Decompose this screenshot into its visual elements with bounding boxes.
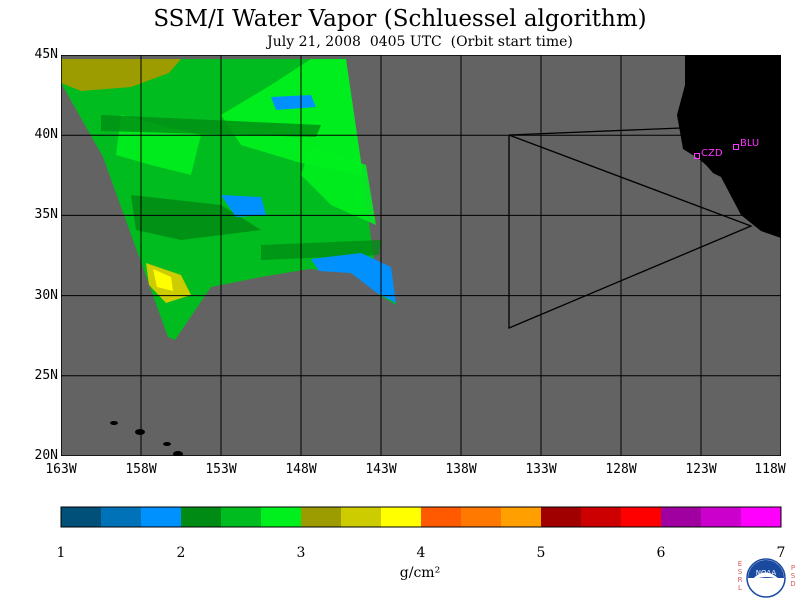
colorbar-cell [701,507,742,527]
colorbar-cell [621,507,662,527]
colorbar-cell [261,507,302,527]
map-title: SSM/I Water Vapor (Schluessel algorithm) [153,6,647,32]
logo-noaa-text: NOAA [756,569,777,577]
colorbar-cell [141,507,182,527]
colorbar-tick-label: 3 [296,545,306,561]
lon-tick-label: 148W [285,462,317,477]
station-marker-czd [694,153,700,159]
lon-tick-label: 123W [685,462,717,477]
colorbar-cell [341,507,382,527]
colorbar-tick-label: 7 [776,545,786,561]
colorbar [60,506,782,528]
station-label-blu: BLU [740,138,760,149]
colorbar-frame [60,506,782,528]
colorbar-cell [541,507,582,527]
land-hawaii [110,421,183,456]
station-label-czd: CZD [701,148,723,159]
colorbar-cell [61,507,102,527]
station-marker-blu [733,144,739,150]
colorbar-cell [741,507,782,527]
lat-tick-label: 40N [34,127,58,143]
flight-track [508,127,753,329]
colorbar-cell [581,507,622,527]
colorbar-tick-label: 1 [56,545,66,561]
lon-tick-label: 143W [365,462,397,477]
lat-tick-label: 35N [34,207,58,223]
lat-tick-label: 45N [34,47,58,62]
colorbar-tick-label: 2 [176,545,186,561]
lat-tick-label: 30N [34,287,58,303]
colorbar-cell [181,507,222,527]
colorbar-tick-label: 4 [416,545,426,561]
colorbar-cell [221,507,262,527]
land-california [677,55,781,238]
colorbar-cell [301,507,342,527]
colorbar-units: g/cm² [399,565,441,581]
colorbar-cell [421,507,462,527]
colorbar-cell [381,507,422,527]
graticule [61,55,781,456]
lon-tick-label: 138W [445,462,477,477]
lat-tick-label: 20N [34,448,58,463]
water-vapor-map [61,55,781,456]
colorbar-cell [661,507,702,527]
colorbar-tick-label: 5 [536,545,546,561]
lon-tick-label: 133W [525,462,557,477]
colorbar-cell [501,507,542,527]
lon-tick-label: 158W [125,462,157,477]
lon-tick-label: 163W [45,462,77,477]
colorbar-tick-label: 6 [656,545,666,561]
lon-tick-label: 153W [205,462,237,477]
map-subtitle: July 21, 2008 0405 UTC (Orbit start time… [267,34,573,50]
lon-tick-label: 118W [754,462,786,477]
noaa-emblem: NOAA [746,558,786,598]
colorbar-cell [101,507,142,527]
colorbar-cell [461,507,502,527]
lon-tick-label: 128W [605,462,637,477]
satellite-swath [61,59,396,340]
lat-tick-label: 25N [34,367,58,383]
